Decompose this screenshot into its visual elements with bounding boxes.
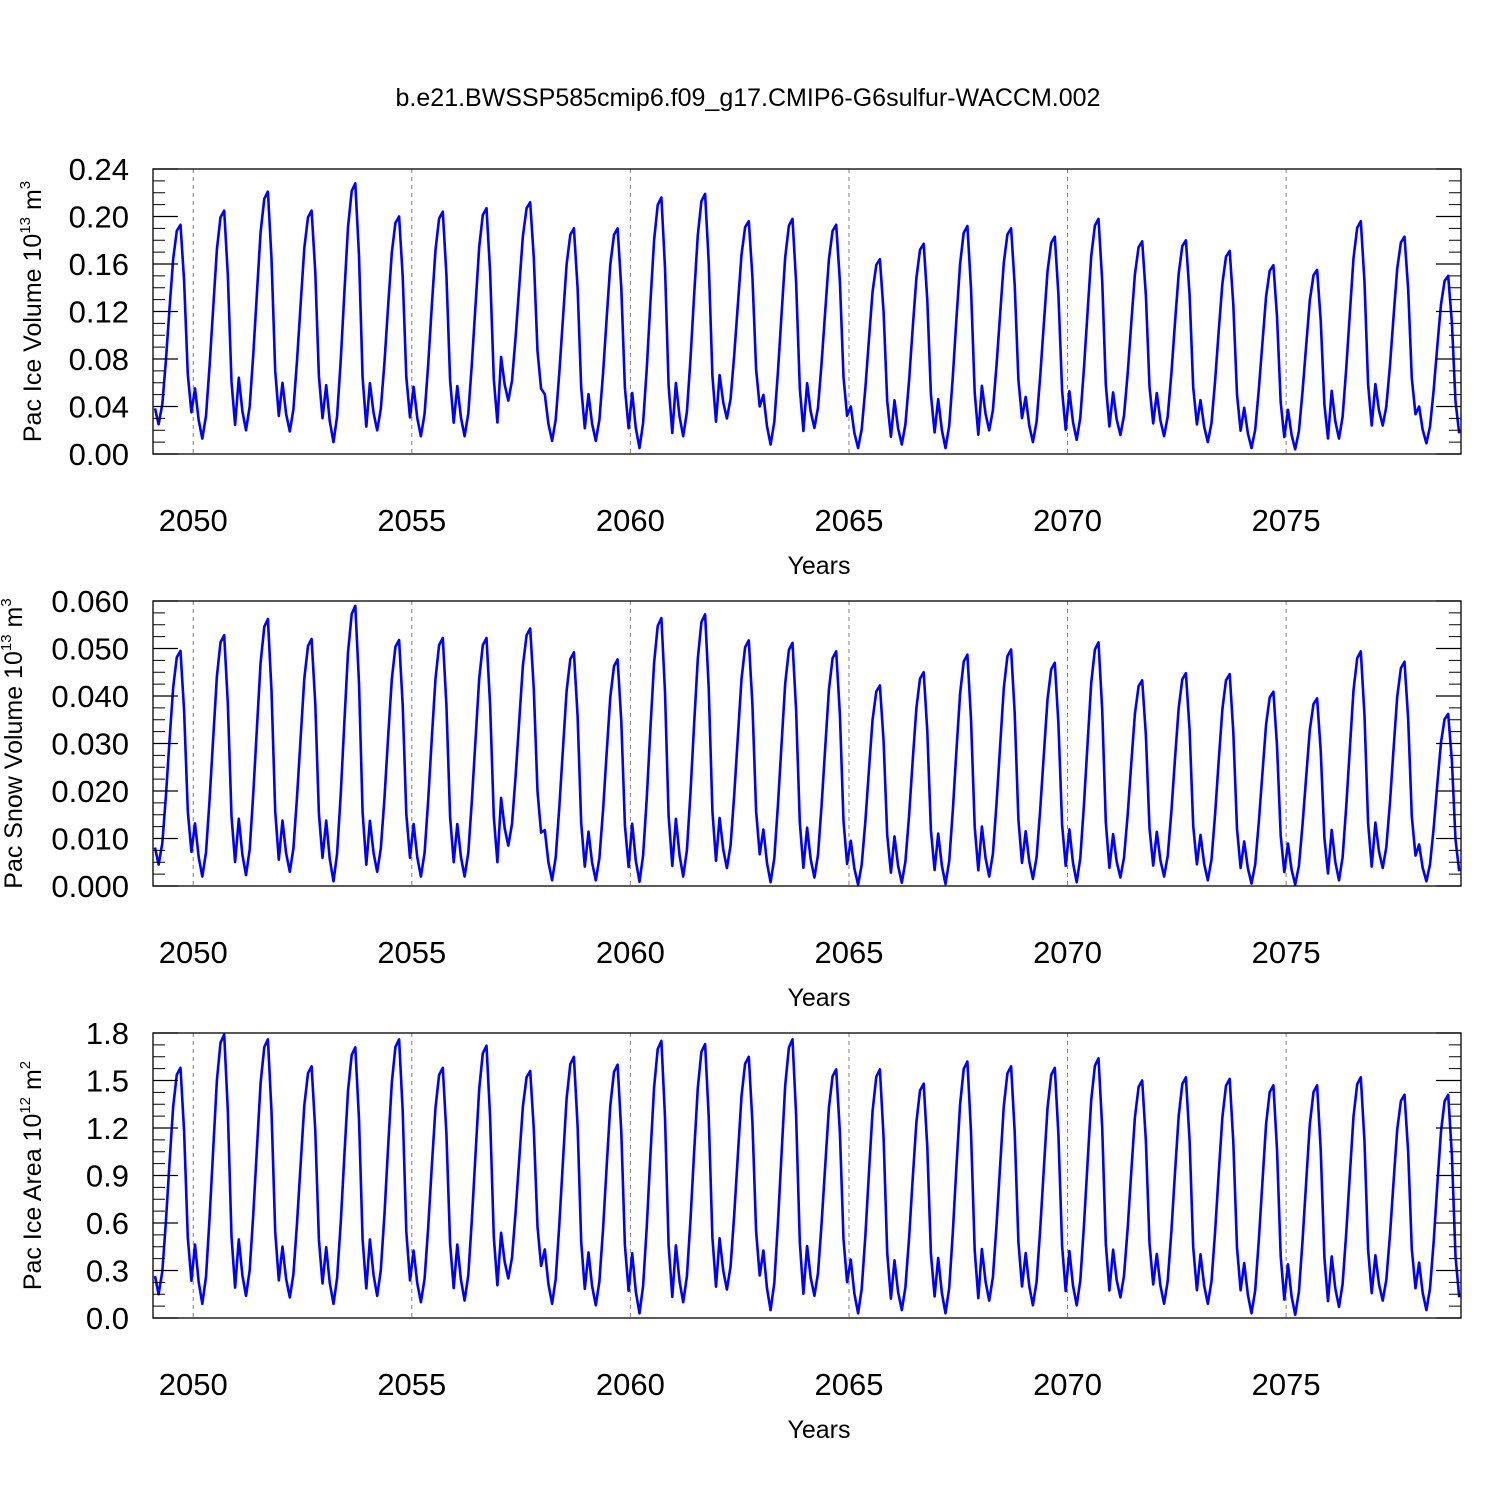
chart-title: b.e21.BWSSP585cmip6.f09_g17.CMIP6-G6sulf… [396, 84, 1101, 112]
x-tick-label: 2060 [596, 503, 665, 538]
y-tick-label: 0.16 [69, 247, 129, 282]
y-tick-label: 0.0 [86, 1301, 129, 1336]
y-axis-label: Pac Ice Area 1012 m2 [17, 1061, 47, 1290]
y-axis-label-superscript: 13 [0, 634, 15, 651]
y-axis-label: Pac Ice Volume 1013 m3 [17, 181, 47, 442]
y-axis-label-part: m [19, 1069, 47, 1097]
y-tick-label: 0.3 [86, 1254, 129, 1289]
x-tick-label: 2055 [377, 1367, 446, 1402]
y-axis-label-part: m [0, 607, 28, 635]
y-tick-label: 0.08 [69, 342, 129, 377]
y-tick-label: 0.9 [86, 1159, 129, 1194]
y-tick-label: 0.6 [86, 1206, 129, 1241]
y-tick-label: 1.8 [86, 1016, 129, 1051]
y-tick-label: 0.24 [69, 152, 129, 187]
y-axis-label-part: Pac Snow Volume 10 [0, 651, 28, 889]
x-tick-label: 2050 [159, 1367, 228, 1402]
data-series-line [153, 182, 1461, 451]
y-axis-label-part: m [19, 189, 47, 217]
panel-ice-volume: 0.00 0.04 0.08 0.12 0.16 0.20 0.24 2050 2055 2060… [17, 152, 1462, 580]
x-tick-label: 2065 [814, 503, 883, 538]
x-tick-label: 2055 [377, 503, 446, 538]
panel-snow-volume: 0.000 0.010 0.020 0.030 0.040 0.050 0.060 2050 2… [0, 584, 1462, 1012]
x-tick-label: 2070 [1033, 1367, 1102, 1402]
data-series-line [153, 1033, 1461, 1317]
y-tick-label: 0.000 [51, 869, 129, 904]
x-tick-label: 2070 [1033, 935, 1102, 970]
x-tick-label: 2055 [377, 935, 446, 970]
x-axis-label: Years [787, 1416, 850, 1444]
y-tick-label: 0.04 [69, 390, 129, 425]
x-tick-label: 2060 [596, 1367, 665, 1402]
y-tick-label: 0.020 [51, 774, 129, 809]
x-tick-label: 2050 [159, 503, 228, 538]
y-axis-label: Pac Snow Volume 1013 m3 [0, 598, 28, 888]
x-tick-label: 2060 [596, 935, 665, 970]
x-tick-label: 2075 [1252, 935, 1321, 970]
x-axis-label: Years [787, 984, 850, 1012]
y-axis-label-superscript: 2 [17, 1061, 34, 1069]
y-tick-label: 0.050 [51, 632, 129, 667]
y-axis-label-superscript: 3 [17, 181, 34, 189]
y-tick-label: 1.5 [86, 1064, 129, 1099]
x-tick-label: 2070 [1033, 503, 1102, 538]
y-axis-label-superscript: 3 [0, 598, 15, 606]
x-tick-label: 2075 [1252, 1367, 1321, 1402]
y-tick-label: 0.00 [69, 437, 129, 472]
panel-ice-area: 0.0 0.3 0.6 0.9 1.2 1.5 1.8 2050 2055 2060 2065 207… [17, 1016, 1462, 1444]
x-tick-label: 2065 [814, 935, 883, 970]
x-tick-label: 2050 [159, 935, 228, 970]
x-axis-label: Years [787, 552, 850, 580]
y-axis-label-superscript: 12 [17, 1097, 34, 1114]
y-tick-label: 0.12 [69, 295, 129, 330]
y-axis-label-part: Pac Ice Area 10 [19, 1114, 47, 1291]
y-tick-label: 0.040 [51, 679, 129, 714]
y-tick-label: 0.030 [51, 727, 129, 762]
y-axis-label-superscript: 13 [17, 217, 34, 234]
x-tick-label: 2075 [1252, 503, 1321, 538]
y-tick-label: 1.2 [86, 1111, 129, 1146]
y-tick-label: 0.010 [51, 822, 129, 857]
y-tick-label: 0.060 [51, 584, 129, 619]
x-tick-label: 2065 [814, 1367, 883, 1402]
data-series-line [153, 604, 1461, 886]
y-tick-label: 0.20 [69, 200, 129, 235]
y-axis-label-part: Pac Ice Volume 10 [19, 234, 47, 442]
